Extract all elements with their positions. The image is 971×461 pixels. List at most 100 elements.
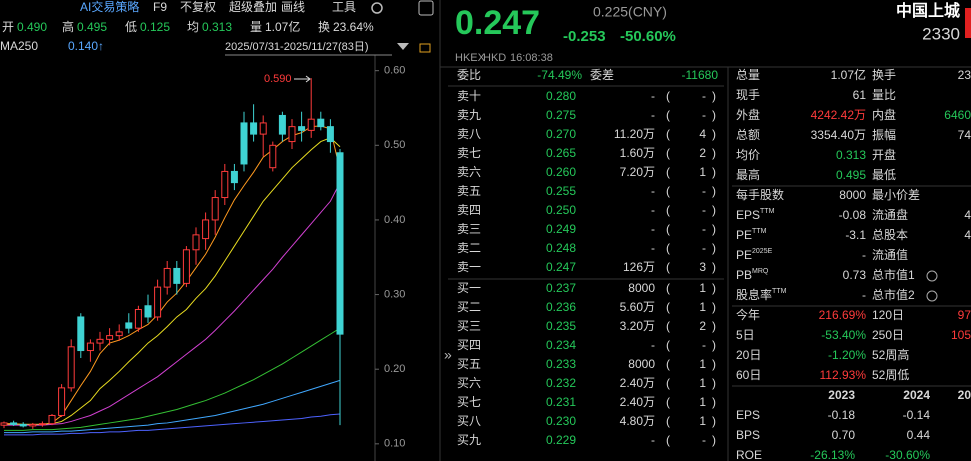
candle-body xyxy=(259,122,267,135)
level-price: 0.229 xyxy=(546,433,576,447)
level-label: 卖二 xyxy=(457,241,481,255)
dropdown-icon[interactable] xyxy=(397,43,409,50)
stat-label-text: EPS xyxy=(736,208,760,222)
paren: ) xyxy=(712,281,716,295)
level-label: 买四 xyxy=(457,338,481,352)
stat-value: -0.08 xyxy=(839,208,867,222)
window-icon[interactable] xyxy=(418,0,434,16)
info-icon[interactable] xyxy=(926,290,938,302)
y-tick-label: 0.20 xyxy=(384,363,405,375)
level-label: 买六 xyxy=(457,376,481,390)
level-count: - xyxy=(702,89,706,103)
quote-value: 0.495 xyxy=(77,20,107,34)
level-volume: 2.40万 xyxy=(620,376,655,390)
stat-label: 流通盘 xyxy=(872,207,908,222)
stat-value: 3354.40万 xyxy=(811,128,866,142)
candle-body xyxy=(307,118,315,131)
candle-body xyxy=(278,114,286,135)
quote-label: 高 xyxy=(62,19,74,34)
year-header: 20 xyxy=(958,388,971,402)
level-volume: 126万 xyxy=(623,260,655,274)
toolbar-button[interactable]: 画线 xyxy=(281,0,305,14)
toolbar-button[interactable]: 工具 xyxy=(332,0,356,14)
level-count: - xyxy=(702,203,706,217)
toolbar-button[interactable]: 超级叠加 xyxy=(229,0,277,14)
expand-icon[interactable]: » xyxy=(444,347,452,363)
year-header: 2023 xyxy=(828,388,855,402)
level-count: 4 xyxy=(699,127,706,141)
candle-body xyxy=(67,346,75,389)
level-volume: 7.20万 xyxy=(620,165,655,179)
toolbar-button[interactable]: F9 xyxy=(153,0,167,14)
stat-value: 23 xyxy=(958,68,971,82)
stat-label-text: 每手股数 xyxy=(736,187,784,202)
level-volume: - xyxy=(651,89,655,103)
lock-icon[interactable] xyxy=(419,43,431,53)
candle-body xyxy=(163,267,171,288)
stat-label-text: 总量 xyxy=(736,68,760,82)
diff-label: 委差 xyxy=(590,68,614,82)
quote-value: 23.64% xyxy=(333,20,374,34)
metric-value: 0.44 xyxy=(907,428,931,442)
paren: ( xyxy=(666,260,670,274)
candle-body xyxy=(38,423,46,426)
ma-line xyxy=(4,327,341,431)
level-count: - xyxy=(702,433,706,447)
candle-body xyxy=(288,126,296,143)
level-count: 1 xyxy=(699,165,706,179)
stat-label: 现手 xyxy=(736,88,760,102)
level-price: 0.260 xyxy=(546,165,576,179)
stat-label-text: 60日 xyxy=(736,368,761,382)
toolbar-button[interactable]: 不复权 xyxy=(180,0,216,14)
stat-label: 60日 xyxy=(736,368,761,382)
status-bar xyxy=(965,8,971,38)
date-range[interactable]: 2025/07/31-2025/11/27(83日) xyxy=(225,41,369,53)
level-volume: - xyxy=(651,222,655,236)
quote-value: 1.07亿 xyxy=(265,19,300,34)
ma-label: MA250 xyxy=(0,39,38,53)
paren: ) xyxy=(712,241,716,255)
level-price: 0.270 xyxy=(546,127,576,141)
stat-label-sup: MRQ xyxy=(752,268,769,275)
stat-label-text: 最高 xyxy=(736,167,760,182)
paren: ( xyxy=(666,127,670,141)
paren: ) xyxy=(712,222,716,236)
metric-label: BPS xyxy=(736,428,760,442)
y-tick-label: 0.30 xyxy=(384,288,405,300)
currency: HKD xyxy=(483,52,506,64)
paren: ) xyxy=(712,165,716,179)
candle-body xyxy=(221,170,229,199)
settings-icon[interactable] xyxy=(371,2,383,14)
stat-label: 均价 xyxy=(736,148,760,162)
level-volume: 8000 xyxy=(628,281,655,295)
level-label: 卖一 xyxy=(457,260,481,274)
level-volume: 8000 xyxy=(628,357,655,371)
stat-value: 8000 xyxy=(839,188,866,202)
paren: ( xyxy=(666,300,670,314)
paren: ) xyxy=(712,395,716,409)
candle-body xyxy=(250,122,258,135)
paren: ( xyxy=(666,184,670,198)
level-price: 0.247 xyxy=(546,260,576,274)
quote-label: 均 xyxy=(187,20,199,34)
candle-body xyxy=(29,423,37,427)
paren: ) xyxy=(712,433,716,447)
stock-name: 中国上城 xyxy=(896,1,960,20)
paren: ) xyxy=(712,89,716,103)
level-count: 1 xyxy=(699,376,706,390)
stat-label-text: 5日 xyxy=(736,328,755,342)
stat-label: PBMRQ xyxy=(736,268,769,282)
stat-value: 4 xyxy=(964,208,971,222)
stat-value: 61 xyxy=(853,88,867,102)
candle-body xyxy=(336,152,344,335)
info-icon[interactable] xyxy=(926,270,938,282)
paren: ) xyxy=(712,319,716,333)
metric-value: -30.60% xyxy=(885,448,930,461)
paren: ( xyxy=(666,433,670,447)
price-change-pct: -50.60% xyxy=(620,28,676,45)
stat-label-text: 均价 xyxy=(736,148,760,162)
toolbar-button[interactable]: AI交易策略 xyxy=(80,0,139,14)
level-volume: - xyxy=(651,241,655,255)
stat-label-text: PE xyxy=(736,228,752,242)
